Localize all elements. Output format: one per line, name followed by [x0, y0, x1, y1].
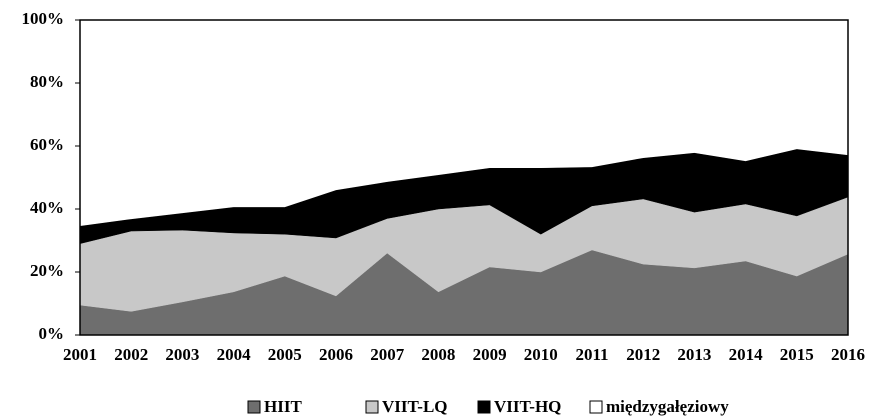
y-tick-label: 60%	[30, 135, 64, 154]
y-tick-label: 0%	[39, 324, 65, 343]
x-tick-label: 2016	[831, 345, 865, 364]
legend-label: międzygałęziowy	[606, 397, 729, 416]
x-tick-label: 2008	[421, 345, 455, 364]
y-tick-label: 20%	[30, 261, 64, 280]
x-tick-label: 2004	[217, 345, 252, 364]
y-tick-label: 80%	[30, 72, 64, 91]
x-tick-label: 2010	[524, 345, 558, 364]
x-tick-label: 2015	[780, 345, 814, 364]
y-tick-label: 40%	[30, 198, 64, 217]
x-tick-label: 2006	[319, 345, 353, 364]
x-tick-label: 2007	[370, 345, 405, 364]
x-tick-label: 2009	[473, 345, 507, 364]
x-tick-label: 2001	[63, 345, 97, 364]
plot-frame	[79, 19, 849, 336]
x-tick-label: 2013	[677, 345, 711, 364]
legend-swatch	[247, 400, 261, 414]
area	[80, 20, 848, 227]
legend-swatch	[477, 400, 491, 414]
x-tick-label: 2005	[268, 345, 302, 364]
legend-swatch	[365, 400, 379, 414]
y-tick-label: 100%	[22, 9, 65, 28]
x-tick-label: 2014	[729, 345, 764, 364]
legend-label: VIIT-HQ	[494, 397, 561, 416]
x-tick-label: 2003	[165, 345, 199, 364]
x-tick-label: 2012	[626, 345, 660, 364]
legend-label: HIIT	[264, 397, 302, 416]
legend-label: VIIT-LQ	[382, 397, 448, 416]
legend-swatch	[589, 400, 603, 414]
x-tick-label: 2011	[575, 345, 608, 364]
x-tick-label: 2002	[114, 345, 148, 364]
